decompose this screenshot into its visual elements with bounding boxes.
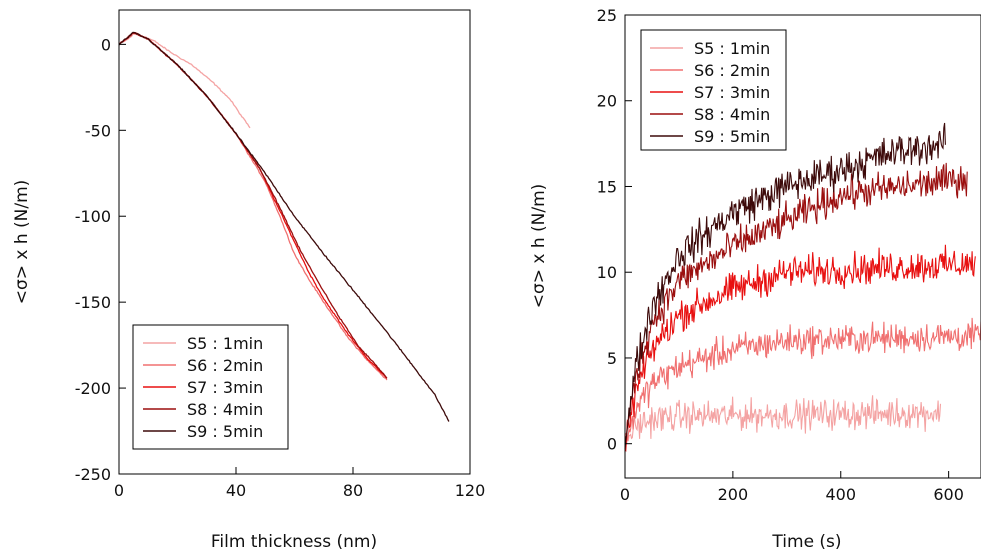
chart-time-ylabel: <σ> x h (N/m) — [529, 184, 549, 309]
chart-time-series-line-5 — [624, 122, 946, 449]
chart-thickness-frame — [118, 9, 471, 475]
chart-thickness-series-line-1 — [118, 33, 251, 129]
chart-time: 0 200 400 600 0 5 10 15 20 25 Time (s) <σ> x h (N… — [529, 6, 981, 552]
chart-thickness-legend-label-3: S7 : 3min — [187, 378, 263, 397]
chart-time-ytick-label: 15 — [597, 177, 617, 196]
chart-time-legend: S5 : 1min S6 : 2min S7 : 3min S8 : 4min S9 :… — [640, 29, 787, 151]
chart-time-series-line-4 — [624, 162, 968, 442]
chart-time-series-line-1 — [624, 395, 942, 445]
chart-thickness-ytick-label: -100 — [75, 207, 111, 226]
chart-time-series-line-2 — [624, 317, 981, 453]
chart-thickness-xtick-label: 120 — [455, 481, 486, 500]
chart-time-legend-label-4: S8 : 4min — [694, 105, 770, 124]
chart-time-xtick-label: 600 — [933, 485, 964, 504]
chart-time-legend-label-5: S9 : 5min — [694, 127, 770, 146]
chart-time-legend-label-3: S7 : 3min — [694, 83, 770, 102]
chart-thickness-ylabel: <σ> x h (N/m) — [12, 180, 32, 305]
chart-thickness-ytick-label: -50 — [85, 121, 111, 140]
chart-time-legend-label-2: S6 : 2min — [694, 61, 770, 80]
chart-time-ytick-label: 20 — [597, 92, 617, 111]
chart-thickness-legend-label-5: S9 : 5min — [187, 422, 263, 441]
chart-thickness-ytick-label: -200 — [75, 379, 111, 398]
chart-thickness-legend: S5 : 1min S6 : 2min S7 : 3min S8 : 4min S9 :… — [132, 324, 289, 450]
chart-thickness-legend-label-2: S6 : 2min — [187, 356, 263, 375]
chart-thickness-series — [118, 31, 450, 422]
chart-thickness-ytick-label: -150 — [75, 293, 111, 312]
chart-time-xtick-label: 0 — [620, 485, 630, 504]
chart-time-ytick-label: 5 — [607, 349, 617, 368]
chart-time-xtick-label: 200 — [718, 485, 749, 504]
chart-time-ticks: 0 200 400 600 0 5 10 15 20 25 — [597, 6, 964, 504]
chart-thickness-xtick-label: 40 — [226, 481, 246, 500]
chart-time-series-line-3 — [624, 244, 976, 452]
chart-time-xlabel: Time (s) — [771, 532, 841, 552]
chart-thickness-ytick-label: -250 — [75, 465, 111, 484]
chart-thickness-xlabel: Film thickness (nm) — [211, 532, 377, 552]
chart-thickness-legend-label-1: S5 : 1min — [187, 334, 263, 353]
chart-thickness: 0 40 80 120 0 -50 -100 -150 -200 -250 Film thickn… — [12, 9, 486, 552]
chart-thickness-xtick-label: 0 — [114, 481, 124, 500]
chart-thickness-ytick-label: 0 — [101, 35, 111, 54]
chart-thickness-ticks: 0 40 80 120 0 -50 -100 -150 -200 -250 — [75, 35, 486, 500]
chart-thickness-legend-label-4: S8 : 4min — [187, 400, 263, 419]
chart-time-series — [624, 122, 981, 453]
chart-time-ytick-label: 0 — [607, 435, 617, 454]
chart-time-xtick-label: 400 — [825, 485, 856, 504]
chart-time-legend-label-1: S5 : 1min — [694, 39, 770, 58]
chart-thickness-xtick-label: 80 — [343, 481, 363, 500]
chart-time-legend-box — [640, 29, 787, 151]
chart-time-frame — [624, 14, 981, 479]
chart-time-ytick-label: 25 — [597, 6, 617, 25]
chart-thickness-series-line-5 — [118, 31, 450, 422]
chart-time-ytick-label: 10 — [597, 263, 617, 282]
